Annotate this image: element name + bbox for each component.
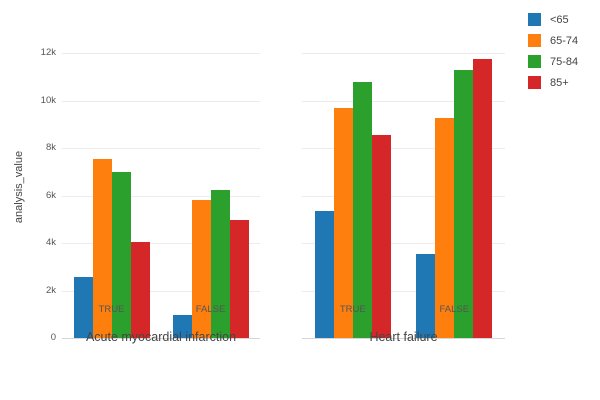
facet-title: Heart failure (369, 330, 438, 344)
gridline (302, 243, 505, 245)
y-tick-label: 0 (50, 332, 56, 343)
x-tick-label: FALSE (195, 304, 226, 315)
gridline (302, 148, 505, 150)
y-tick-label: 4k (45, 237, 56, 249)
facet-2 (302, 40, 505, 339)
bar-<65-true (314, 211, 334, 338)
facet-1 (62, 40, 260, 339)
legend-label: <65 (550, 13, 569, 26)
bar-<65-false (172, 315, 192, 338)
gridline (302, 53, 505, 55)
y-tick-label: 12k (40, 47, 56, 59)
bar-65-74-false (191, 200, 211, 338)
bar-65-74-true (92, 159, 112, 338)
gridline (62, 195, 260, 197)
bar-85+-false (473, 59, 493, 338)
facet-title: Acute myocardial infarction (85, 330, 237, 344)
bar-75-84-false (210, 190, 230, 338)
legend-item-65-74[interactable]: 65-74 (528, 34, 578, 47)
y-tick-label: 6k (45, 189, 56, 201)
legend-item-<65[interactable]: <65 (528, 13, 578, 26)
gridline (62, 53, 260, 55)
bar-group-false (172, 40, 249, 338)
legend-swatch-icon (528, 55, 541, 68)
bar-75-84-true (352, 82, 372, 338)
bar-65-74-true (333, 108, 353, 338)
gridline (302, 290, 505, 292)
bar-85+-true (371, 135, 391, 338)
bar-group-true (314, 40, 391, 338)
legend-swatch-icon (528, 13, 541, 26)
bar-group-true (73, 40, 150, 338)
gridline (302, 195, 505, 197)
y-tick-label: 8k (45, 142, 56, 154)
bar-85+-true (130, 242, 150, 338)
gridline (62, 290, 260, 292)
legend: <65 65-74 75-84 85+ (528, 13, 578, 89)
bar-85+-false (229, 220, 249, 338)
gridline (62, 100, 260, 102)
y-tick-label: 10k (40, 94, 56, 106)
y-tick-label: 2k (45, 284, 56, 296)
bar-<65-false (416, 254, 436, 338)
bar-75-84-false (454, 70, 474, 338)
gridline (302, 100, 505, 102)
legend-item-75-84[interactable]: 75-84 (528, 55, 578, 68)
x-tick-label: TRUE (98, 304, 125, 315)
bar-<65-true (73, 277, 93, 338)
bar-75-84-true (111, 172, 131, 338)
gridline (62, 243, 260, 245)
legend-label: 65-74 (550, 34, 579, 47)
x-tick-label: TRUE (339, 304, 366, 315)
gridline (62, 148, 260, 150)
bar-group-false (416, 40, 493, 338)
legend-swatch-icon (528, 76, 541, 89)
legend-item-85+[interactable]: 85+ (528, 76, 578, 89)
legend-label: 75-84 (550, 55, 579, 68)
x-tick-label: FALSE (439, 304, 470, 315)
legend-swatch-icon (528, 34, 541, 47)
legend-label: 85+ (550, 76, 569, 89)
bar-65-74-false (435, 118, 455, 338)
